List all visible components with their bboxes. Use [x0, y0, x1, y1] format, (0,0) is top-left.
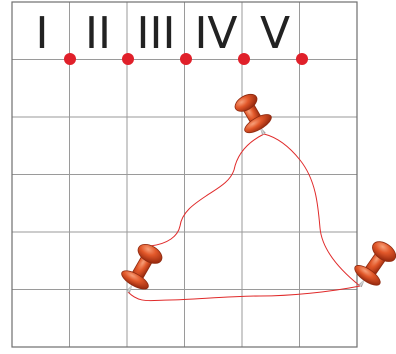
column-label-2: II — [85, 8, 111, 59]
pin-needle — [126, 283, 133, 293]
pin-collar — [244, 114, 272, 134]
column-marker-2[interactable] — [122, 53, 134, 65]
pin-top-right[interactable] — [230, 89, 277, 141]
red-string — [127, 133, 362, 302]
pin-bottom-right[interactable] — [348, 236, 396, 294]
column-label-5: V — [260, 8, 290, 59]
column-marker-5[interactable] — [296, 53, 308, 65]
column-label-3: III — [137, 8, 176, 59]
column-marker-3[interactable] — [180, 53, 192, 65]
pin-cap — [234, 93, 258, 112]
pin-collar — [121, 270, 149, 290]
column-label-1: I — [36, 8, 49, 59]
pin-left[interactable] — [115, 239, 167, 299]
column-marker-1[interactable] — [64, 53, 76, 65]
pin-collar — [354, 265, 381, 286]
column-marker-4[interactable] — [238, 53, 250, 65]
column-label-4: IV — [194, 8, 237, 59]
pin-cap — [372, 241, 396, 262]
pin-cap — [137, 243, 163, 264]
board-border — [11, 1, 358, 348]
